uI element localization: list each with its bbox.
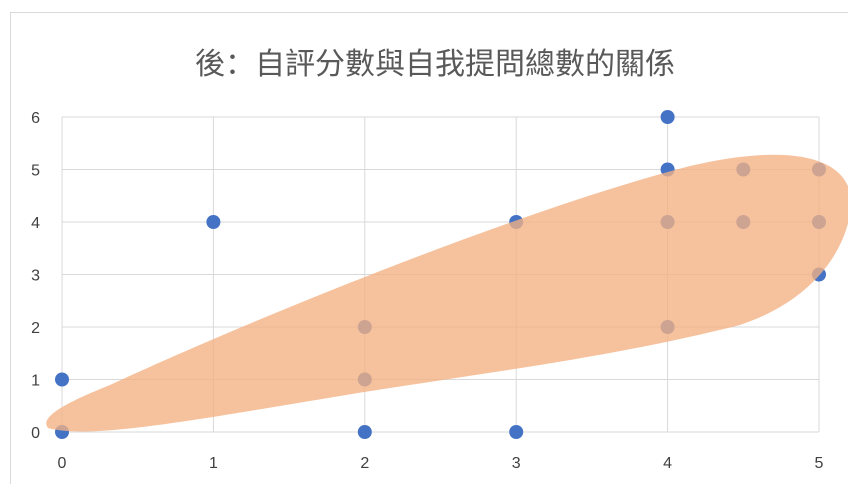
x-tick-label: 3 — [512, 455, 521, 472]
x-tick-label: 4 — [663, 455, 672, 472]
y-tick-label: 1 — [31, 373, 40, 390]
chart-title: 後：自評分數與自我提問總數的關係 — [195, 47, 675, 82]
scatter-point — [206, 215, 221, 229]
y-tick-label: 3 — [31, 268, 40, 285]
y-axis-ticks: 0 1 2 3 4 5 6 — [31, 110, 40, 442]
scatter-point — [509, 425, 524, 439]
scatter-point — [357, 425, 372, 439]
scatter-point — [660, 110, 675, 124]
y-tick-label: 0 — [31, 425, 40, 442]
x-axis-ticks: 0 1 2 3 4 5 — [58, 455, 824, 472]
x-tick-label: 5 — [815, 455, 824, 472]
y-tick-label: 2 — [31, 320, 40, 337]
y-tick-label: 5 — [31, 163, 40, 180]
x-tick-label: 2 — [360, 455, 369, 472]
y-tick-label: 4 — [31, 215, 40, 232]
x-tick-label: 1 — [209, 455, 218, 472]
highlight-ellipse — [46, 154, 848, 432]
y-tick-label: 6 — [31, 110, 40, 127]
x-tick-label: 0 — [58, 455, 67, 472]
scatter-point — [55, 372, 69, 387]
